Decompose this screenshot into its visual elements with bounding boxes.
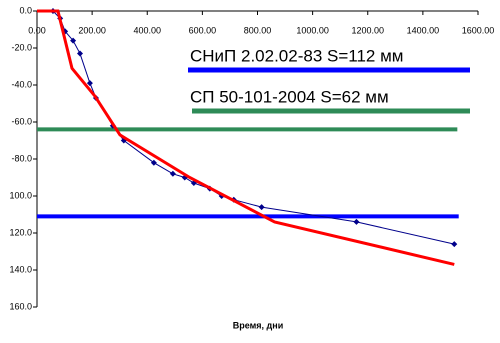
data-point bbox=[150, 159, 157, 166]
y-tick-label: 160.0 bbox=[9, 301, 32, 311]
x-tick-label: 600.00 bbox=[189, 25, 217, 35]
data-point bbox=[70, 37, 77, 44]
x-tick-label: 1600.00 bbox=[462, 25, 495, 35]
x-tick-label: 200.00 bbox=[78, 25, 106, 35]
data-point bbox=[86, 80, 93, 87]
series-line bbox=[37, 9, 455, 266]
data-point bbox=[258, 204, 265, 211]
x-tick-label: 1200.00 bbox=[351, 25, 384, 35]
data-point bbox=[353, 218, 360, 225]
y-tick-label: 0.0 bbox=[19, 5, 32, 15]
y-tick-label: -20.0 bbox=[11, 42, 32, 52]
x-tick-label: 1000.00 bbox=[296, 25, 329, 35]
y-tick-label: -60.0 bbox=[11, 116, 32, 126]
data-point bbox=[169, 170, 176, 177]
data-point bbox=[451, 241, 458, 248]
x-tick-label: 400.00 bbox=[133, 25, 161, 35]
legend-label: СП 50-101-2004 S=62 мм bbox=[190, 87, 389, 106]
y-tick-label: 120.0 bbox=[9, 227, 32, 237]
y-tick-label: 140.0 bbox=[9, 264, 32, 274]
x-axis-label: Время, дни bbox=[233, 320, 283, 330]
legend-label: СНиП 2.02.02-83 S=112 мм bbox=[190, 46, 403, 65]
x-tick-label: 800.00 bbox=[244, 25, 272, 35]
y-tick-label: -80.0 bbox=[11, 153, 32, 163]
data-point bbox=[76, 50, 83, 57]
y-tick-label: -40.0 bbox=[11, 79, 32, 89]
x-tick-label: 1400.00 bbox=[407, 25, 440, 35]
y-tick-label: 100.0 bbox=[9, 190, 32, 200]
x-tick-label: 0.00 bbox=[28, 25, 46, 35]
